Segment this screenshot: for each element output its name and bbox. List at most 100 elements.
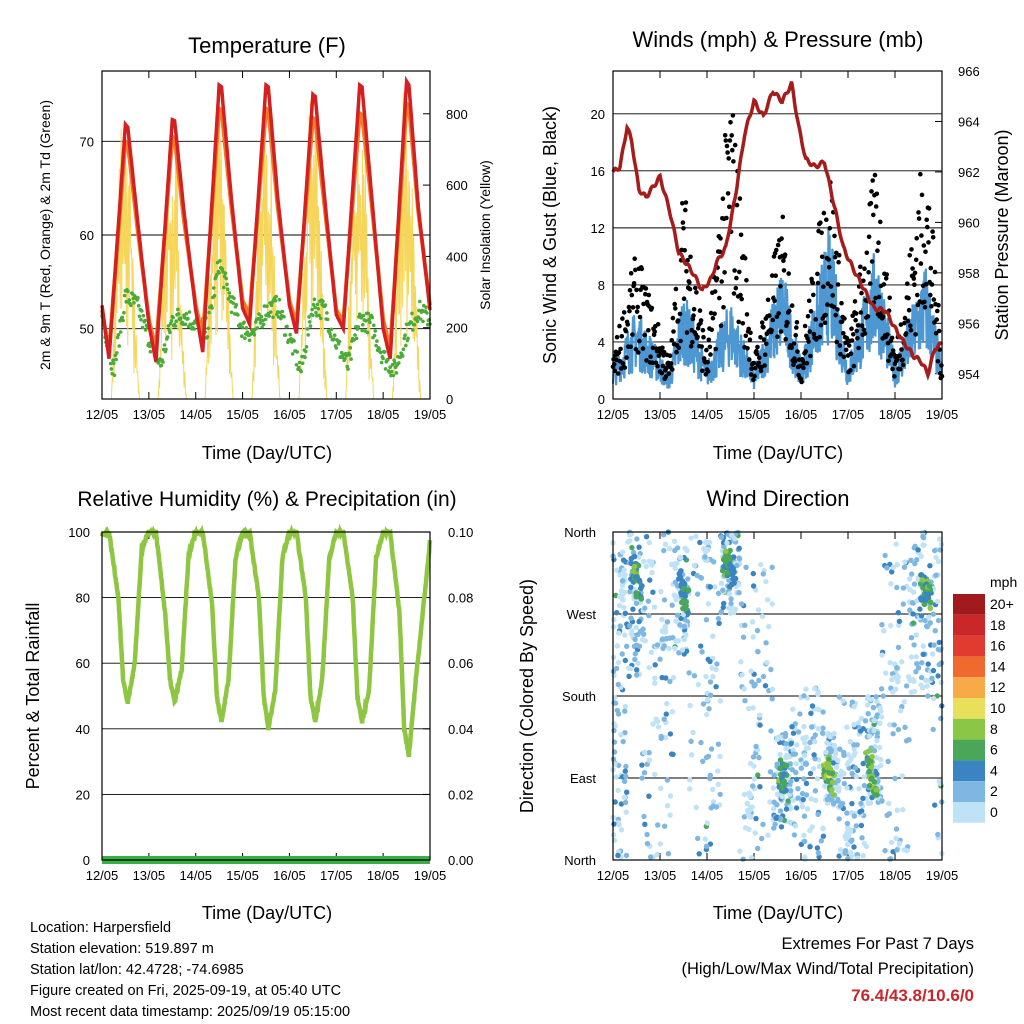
- gust-point: [684, 330, 690, 335]
- gust-point: [734, 275, 739, 281]
- direction-point: [847, 850, 854, 856]
- dewpoint-point: [139, 318, 143, 322]
- gust-point: [791, 341, 797, 346]
- gust-point: [838, 352, 843, 357]
- colorbar-swatch: [953, 677, 985, 698]
- direction-point: [899, 773, 905, 779]
- direction-point: [936, 661, 942, 668]
- dewpoint-point: [176, 307, 180, 312]
- y2-tick-label: 964: [958, 114, 980, 129]
- dewpoint-point: [311, 302, 316, 307]
- gust-point: [731, 291, 737, 296]
- direction-point: [748, 668, 754, 674]
- direction-point: [815, 706, 822, 712]
- gust-point: [803, 349, 808, 354]
- gust-point: [624, 355, 629, 360]
- dewpoint-point: [140, 325, 145, 330]
- gust-point: [634, 309, 640, 314]
- gust-point: [936, 328, 942, 334]
- dewpoint-point: [169, 319, 174, 323]
- direction-point: [890, 731, 896, 737]
- gust-point: [873, 204, 879, 209]
- direction-point: [742, 622, 748, 628]
- direction-point: [913, 632, 919, 638]
- dewpoint-point: [222, 285, 226, 290]
- location-label: Location: Harpersfield: [30, 920, 172, 936]
- gust-point: [630, 305, 636, 310]
- direction-point: [736, 555, 742, 561]
- chart-title: Relative Humidity (%) & Precipitation (i…: [77, 488, 456, 511]
- colorbar-swatch: [953, 739, 985, 761]
- direction-point: [738, 601, 745, 607]
- colorbar-label: 4: [990, 762, 998, 778]
- direction-point: [627, 589, 633, 595]
- gust-point: [727, 204, 732, 210]
- y2-axis-label: Station Pressure (Maroon): [992, 129, 1012, 340]
- direction-point: [628, 615, 634, 621]
- gust-point: [830, 293, 835, 298]
- gust-point: [655, 322, 661, 327]
- gust-point: [706, 337, 712, 343]
- direction-point: [782, 733, 789, 740]
- direction-point: [801, 832, 807, 839]
- temperature-panel: Temperature (F) Time (Day/UTC) 2m & 9m T (…: [37, 33, 493, 463]
- direction-point: [890, 564, 896, 570]
- dewpoint-point: [389, 369, 394, 374]
- gust-point: [633, 267, 638, 273]
- dewpoint-point: [183, 322, 188, 327]
- direction-point: [619, 549, 626, 555]
- direction-point: [879, 652, 885, 658]
- direction-point: [628, 584, 634, 590]
- direction-point: [616, 602, 623, 609]
- direction-point: [831, 792, 837, 798]
- direction-point: [915, 665, 922, 671]
- direction-point: [878, 714, 885, 720]
- direction-point: [774, 791, 781, 797]
- dewpoint-point: [165, 335, 170, 339]
- gust-point: [929, 304, 934, 309]
- gust-point: [804, 360, 810, 366]
- gust-point: [737, 196, 743, 201]
- dewpoint-point: [120, 315, 125, 320]
- direction-point: [886, 800, 892, 807]
- direction-point: [757, 784, 763, 790]
- extremes-title: Extremes For Past 7 Days: [781, 935, 974, 953]
- direction-point: [893, 541, 899, 547]
- direction-point: [927, 599, 934, 606]
- dewpoint-point: [297, 365, 301, 370]
- dewpoint-point: [359, 315, 364, 320]
- gust-point: [839, 319, 845, 324]
- station-info: Location: Harpersfield Station elevation…: [30, 918, 350, 1023]
- gust-point: [707, 344, 713, 350]
- direction-point: [757, 712, 763, 718]
- gust-point: [834, 339, 840, 345]
- colorbar-label: 20+: [990, 596, 1014, 612]
- direction-point: [833, 764, 840, 770]
- gust-point: [837, 343, 843, 348]
- dewpoint-point: [117, 344, 121, 348]
- direction-point: [930, 695, 937, 702]
- gust-point: [714, 276, 720, 281]
- direction-point: [900, 807, 906, 813]
- gust-point: [618, 346, 623, 352]
- dewpoint-point: [122, 293, 127, 298]
- direction-point: [760, 821, 766, 828]
- direction-point: [751, 763, 757, 769]
- direction-point: [723, 548, 729, 555]
- direction-point: [851, 704, 857, 710]
- direction-point: [815, 850, 822, 856]
- gust-point: [844, 335, 850, 341]
- y-axis-label: Direction (Colored By Speed): [517, 579, 537, 813]
- direction-point: [871, 748, 878, 754]
- direction-point: [707, 775, 713, 782]
- dewpoint-point: [115, 335, 120, 340]
- dewpoint-point: [375, 339, 379, 343]
- gust-point: [824, 217, 829, 222]
- dewpoint-point: [323, 303, 328, 307]
- direction-point: [749, 619, 756, 625]
- direction-point: [668, 751, 675, 757]
- direction-point: [809, 703, 816, 709]
- gust-point: [855, 336, 860, 341]
- direction-point: [611, 727, 617, 734]
- gust-point: [740, 321, 746, 326]
